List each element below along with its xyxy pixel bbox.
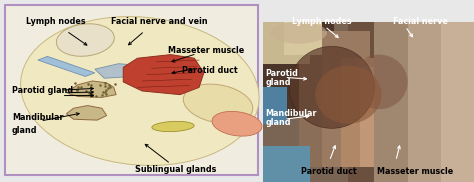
Bar <box>322 31 370 167</box>
Polygon shape <box>69 81 116 97</box>
Bar <box>263 155 296 182</box>
Bar <box>263 22 348 182</box>
Text: Facial nerve: Facial nerve <box>393 17 448 26</box>
Bar <box>263 22 310 64</box>
Ellipse shape <box>351 55 408 109</box>
Polygon shape <box>95 64 142 78</box>
Bar <box>284 22 322 55</box>
Bar <box>263 146 310 182</box>
Text: Lymph nodes: Lymph nodes <box>292 17 351 26</box>
Bar <box>263 22 334 118</box>
Text: Facial nerve and vein: Facial nerve and vein <box>111 17 208 26</box>
Ellipse shape <box>212 111 262 136</box>
Ellipse shape <box>315 66 382 124</box>
Text: Masseter muscle: Masseter muscle <box>168 46 245 56</box>
Ellipse shape <box>152 121 194 132</box>
Bar <box>374 22 474 182</box>
Text: gland: gland <box>265 118 291 127</box>
Bar <box>360 67 389 167</box>
Text: Sublingual glands: Sublingual glands <box>135 165 217 174</box>
Text: Masseter muscle: Masseter muscle <box>377 167 453 176</box>
Ellipse shape <box>20 17 259 165</box>
Ellipse shape <box>270 22 327 44</box>
Ellipse shape <box>183 84 253 123</box>
Bar <box>263 87 287 124</box>
Bar <box>263 22 474 182</box>
Bar <box>341 58 379 167</box>
Text: Mandibular: Mandibular <box>12 113 64 122</box>
Text: Lymph nodes: Lymph nodes <box>26 17 86 26</box>
Bar <box>5 5 258 175</box>
Ellipse shape <box>56 24 114 56</box>
Text: Mandibular: Mandibular <box>265 109 317 118</box>
Text: gland: gland <box>265 78 291 87</box>
Ellipse shape <box>289 46 374 128</box>
Text: gland: gland <box>12 126 37 135</box>
Polygon shape <box>123 55 204 95</box>
Polygon shape <box>66 106 107 120</box>
Polygon shape <box>38 56 95 76</box>
Bar <box>299 31 356 167</box>
Bar <box>408 22 474 182</box>
Bar <box>441 22 474 182</box>
Text: Parotid gland: Parotid gland <box>12 86 73 95</box>
Text: Parotid duct: Parotid duct <box>182 66 238 75</box>
Text: Parotid duct: Parotid duct <box>301 167 356 176</box>
Text: Parotid: Parotid <box>265 69 298 78</box>
